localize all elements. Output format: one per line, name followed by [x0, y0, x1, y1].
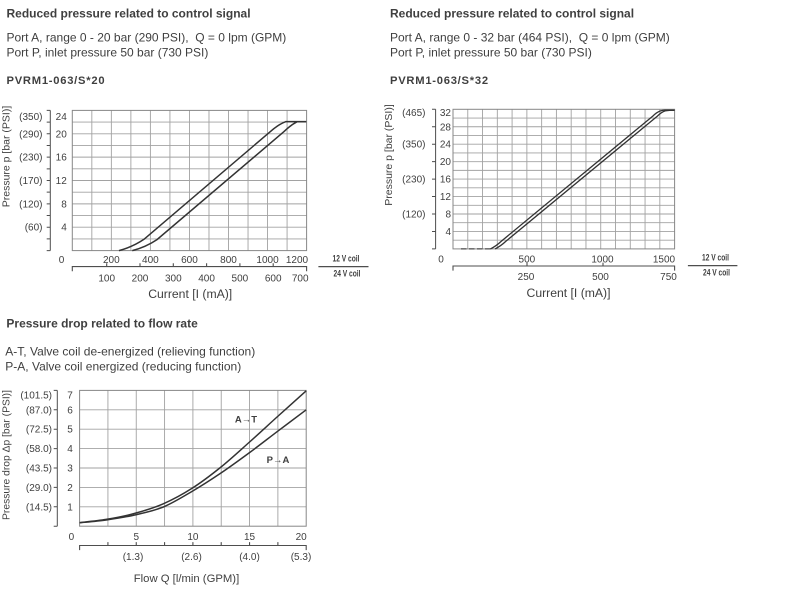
svg-text:(14.5): (14.5) [26, 502, 52, 513]
svg-text:3: 3 [67, 464, 73, 475]
svg-text:32: 32 [440, 108, 452, 119]
svg-text:500: 500 [519, 254, 536, 265]
svg-text:12 V coil: 12 V coil [333, 254, 360, 264]
svg-text:16: 16 [56, 153, 68, 164]
svg-text:500: 500 [592, 272, 609, 283]
svg-text:1000: 1000 [591, 254, 614, 265]
svg-text:(1.3): (1.3) [123, 552, 144, 563]
svg-text:Port A, range 0 - 32 bar (464: Port A, range 0 - 32 bar (464 PSI), Q = … [390, 30, 670, 44]
svg-text:4: 4 [445, 227, 451, 238]
svg-text:A→T: A→T [235, 415, 257, 426]
svg-text:Reduced pressure related to co: Reduced pressure related to control sign… [390, 7, 634, 21]
svg-text:Pressure p [bar (PSI)]: Pressure p [bar (PSI)] [1, 106, 13, 208]
svg-text:600: 600 [265, 273, 282, 284]
svg-text:P→A: P→A [267, 455, 290, 466]
svg-text:10: 10 [187, 532, 199, 543]
svg-text:0: 0 [69, 532, 75, 543]
svg-text:(58.0): (58.0) [26, 444, 52, 455]
svg-text:20: 20 [440, 157, 452, 168]
svg-text:Port A, range 0 - 20 bar (290: Port A, range 0 - 20 bar (290 PSI), Q = … [7, 30, 287, 44]
svg-text:(60): (60) [25, 223, 43, 234]
svg-text:(29.0): (29.0) [26, 483, 52, 494]
svg-text:200: 200 [132, 273, 149, 284]
svg-text:6: 6 [67, 405, 73, 416]
svg-text:20: 20 [56, 129, 68, 140]
svg-text:250: 250 [518, 272, 535, 283]
svg-text:16: 16 [440, 175, 452, 186]
svg-text:P-A, Valve coil energized (red: P-A, Valve coil energized (reducing func… [5, 359, 241, 373]
svg-text:0: 0 [438, 254, 444, 265]
svg-text:12: 12 [440, 192, 452, 203]
svg-text:Pressure drop related to flow: Pressure drop related to flow rate [6, 317, 198, 331]
svg-text:0: 0 [59, 255, 65, 266]
svg-text:(290): (290) [19, 129, 42, 140]
svg-text:(465): (465) [402, 108, 425, 119]
svg-text:12: 12 [56, 176, 68, 187]
svg-text:(230): (230) [19, 153, 42, 164]
svg-text:A-T, Valve coil de-energized (: A-T, Valve coil de-energized (relieving … [5, 345, 255, 359]
svg-text:24: 24 [56, 112, 68, 123]
svg-text:24: 24 [440, 140, 452, 151]
svg-text:(5.3): (5.3) [291, 552, 312, 563]
svg-text:8: 8 [445, 210, 451, 221]
svg-text:400: 400 [142, 255, 159, 266]
svg-text:4: 4 [67, 444, 73, 455]
svg-text:(350): (350) [19, 112, 42, 123]
svg-text:Port P, inlet pressure 50 bar: Port P, inlet pressure 50 bar (730 PSI) [7, 45, 209, 59]
svg-text:7: 7 [67, 390, 73, 401]
svg-text:5: 5 [67, 425, 73, 436]
svg-text:750: 750 [660, 272, 677, 283]
svg-text:Pressure p [bar (PSI)]: Pressure p [bar (PSI)] [383, 104, 395, 206]
svg-text:5: 5 [133, 532, 139, 543]
svg-text:(2.6): (2.6) [181, 552, 202, 563]
svg-text:(72.5): (72.5) [26, 425, 52, 436]
svg-text:(4.0): (4.0) [239, 552, 260, 563]
svg-text:28: 28 [440, 122, 452, 133]
svg-text:(120): (120) [402, 210, 425, 221]
svg-text:Current [I (mA)]: Current [I (mA)] [527, 286, 611, 300]
svg-text:4: 4 [61, 223, 67, 234]
svg-text:12 V coil: 12 V coil [702, 253, 729, 263]
svg-text:1200: 1200 [286, 255, 309, 266]
svg-text:600: 600 [181, 255, 198, 266]
svg-text:(170): (170) [19, 176, 42, 187]
svg-text:Pressure drop Δp [bar (PSI)]: Pressure drop Δp [bar (PSI)] [2, 390, 13, 520]
svg-text:1: 1 [67, 502, 73, 513]
svg-text:(101.5): (101.5) [20, 390, 52, 401]
svg-text:Port P, inlet pressure 50 bar: Port P, inlet pressure 50 bar (730 PSI) [390, 45, 592, 59]
svg-text:(120): (120) [19, 199, 42, 210]
svg-text:PVRM1-063/S*32: PVRM1-063/S*32 [390, 75, 489, 87]
svg-text:(350): (350) [402, 140, 425, 151]
svg-text:20: 20 [296, 532, 308, 543]
svg-text:200: 200 [103, 255, 120, 266]
svg-text:PVRM1-063/S*20: PVRM1-063/S*20 [7, 75, 106, 87]
svg-text:100: 100 [98, 273, 115, 284]
svg-text:Flow Q [l/min (GPM)]: Flow Q [l/min (GPM)] [134, 573, 239, 585]
svg-text:(230): (230) [402, 175, 425, 186]
svg-text:800: 800 [220, 255, 237, 266]
svg-text:(43.5): (43.5) [26, 464, 52, 475]
svg-text:24 V coil: 24 V coil [703, 268, 730, 278]
svg-text:Current [I (mA)]: Current [I (mA)] [148, 287, 232, 301]
svg-text:(87.0): (87.0) [26, 405, 52, 416]
svg-text:Reduced pressure related to co: Reduced pressure related to control sign… [7, 7, 251, 21]
svg-text:1500: 1500 [653, 254, 676, 265]
svg-text:8: 8 [61, 199, 67, 210]
svg-text:300: 300 [165, 273, 182, 284]
svg-text:2: 2 [67, 483, 73, 494]
svg-text:400: 400 [198, 273, 215, 284]
svg-text:700: 700 [292, 273, 309, 284]
svg-text:24 V coil: 24 V coil [334, 269, 361, 279]
svg-text:1000: 1000 [256, 255, 279, 266]
svg-text:500: 500 [232, 273, 249, 284]
svg-text:15: 15 [244, 532, 256, 543]
